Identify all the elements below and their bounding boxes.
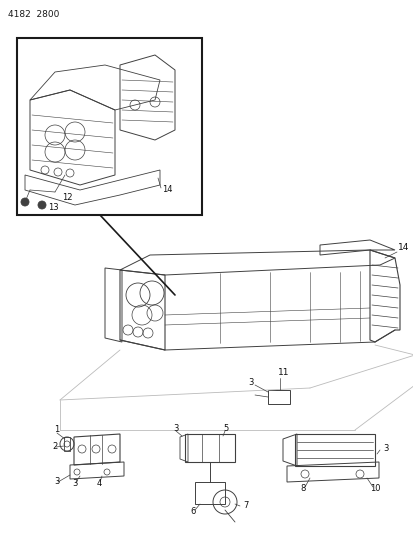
Text: 14: 14 xyxy=(397,244,408,253)
Text: 6: 6 xyxy=(190,507,195,516)
Text: 3: 3 xyxy=(247,378,253,387)
Text: 5: 5 xyxy=(223,424,228,433)
Circle shape xyxy=(21,198,29,206)
Bar xyxy=(267,390,289,404)
Text: 3: 3 xyxy=(173,424,178,433)
Bar xyxy=(185,434,235,462)
Text: 3: 3 xyxy=(72,480,77,489)
Bar xyxy=(195,482,224,504)
Bar xyxy=(64,437,70,451)
Text: 10: 10 xyxy=(369,484,380,494)
Text: 4182  2800: 4182 2800 xyxy=(8,10,59,19)
Text: 11: 11 xyxy=(277,368,289,377)
Circle shape xyxy=(38,201,46,209)
Text: 4: 4 xyxy=(97,480,102,489)
Text: 2: 2 xyxy=(52,442,57,451)
Text: 3: 3 xyxy=(382,445,387,454)
Text: 8: 8 xyxy=(299,484,305,494)
Text: 7: 7 xyxy=(242,502,248,511)
Text: 12: 12 xyxy=(62,192,72,201)
Text: 14: 14 xyxy=(161,185,172,195)
Bar xyxy=(294,434,374,466)
Bar xyxy=(17,38,202,215)
Text: 3: 3 xyxy=(54,478,59,487)
Text: 1: 1 xyxy=(54,425,59,434)
Text: 13: 13 xyxy=(48,204,59,213)
